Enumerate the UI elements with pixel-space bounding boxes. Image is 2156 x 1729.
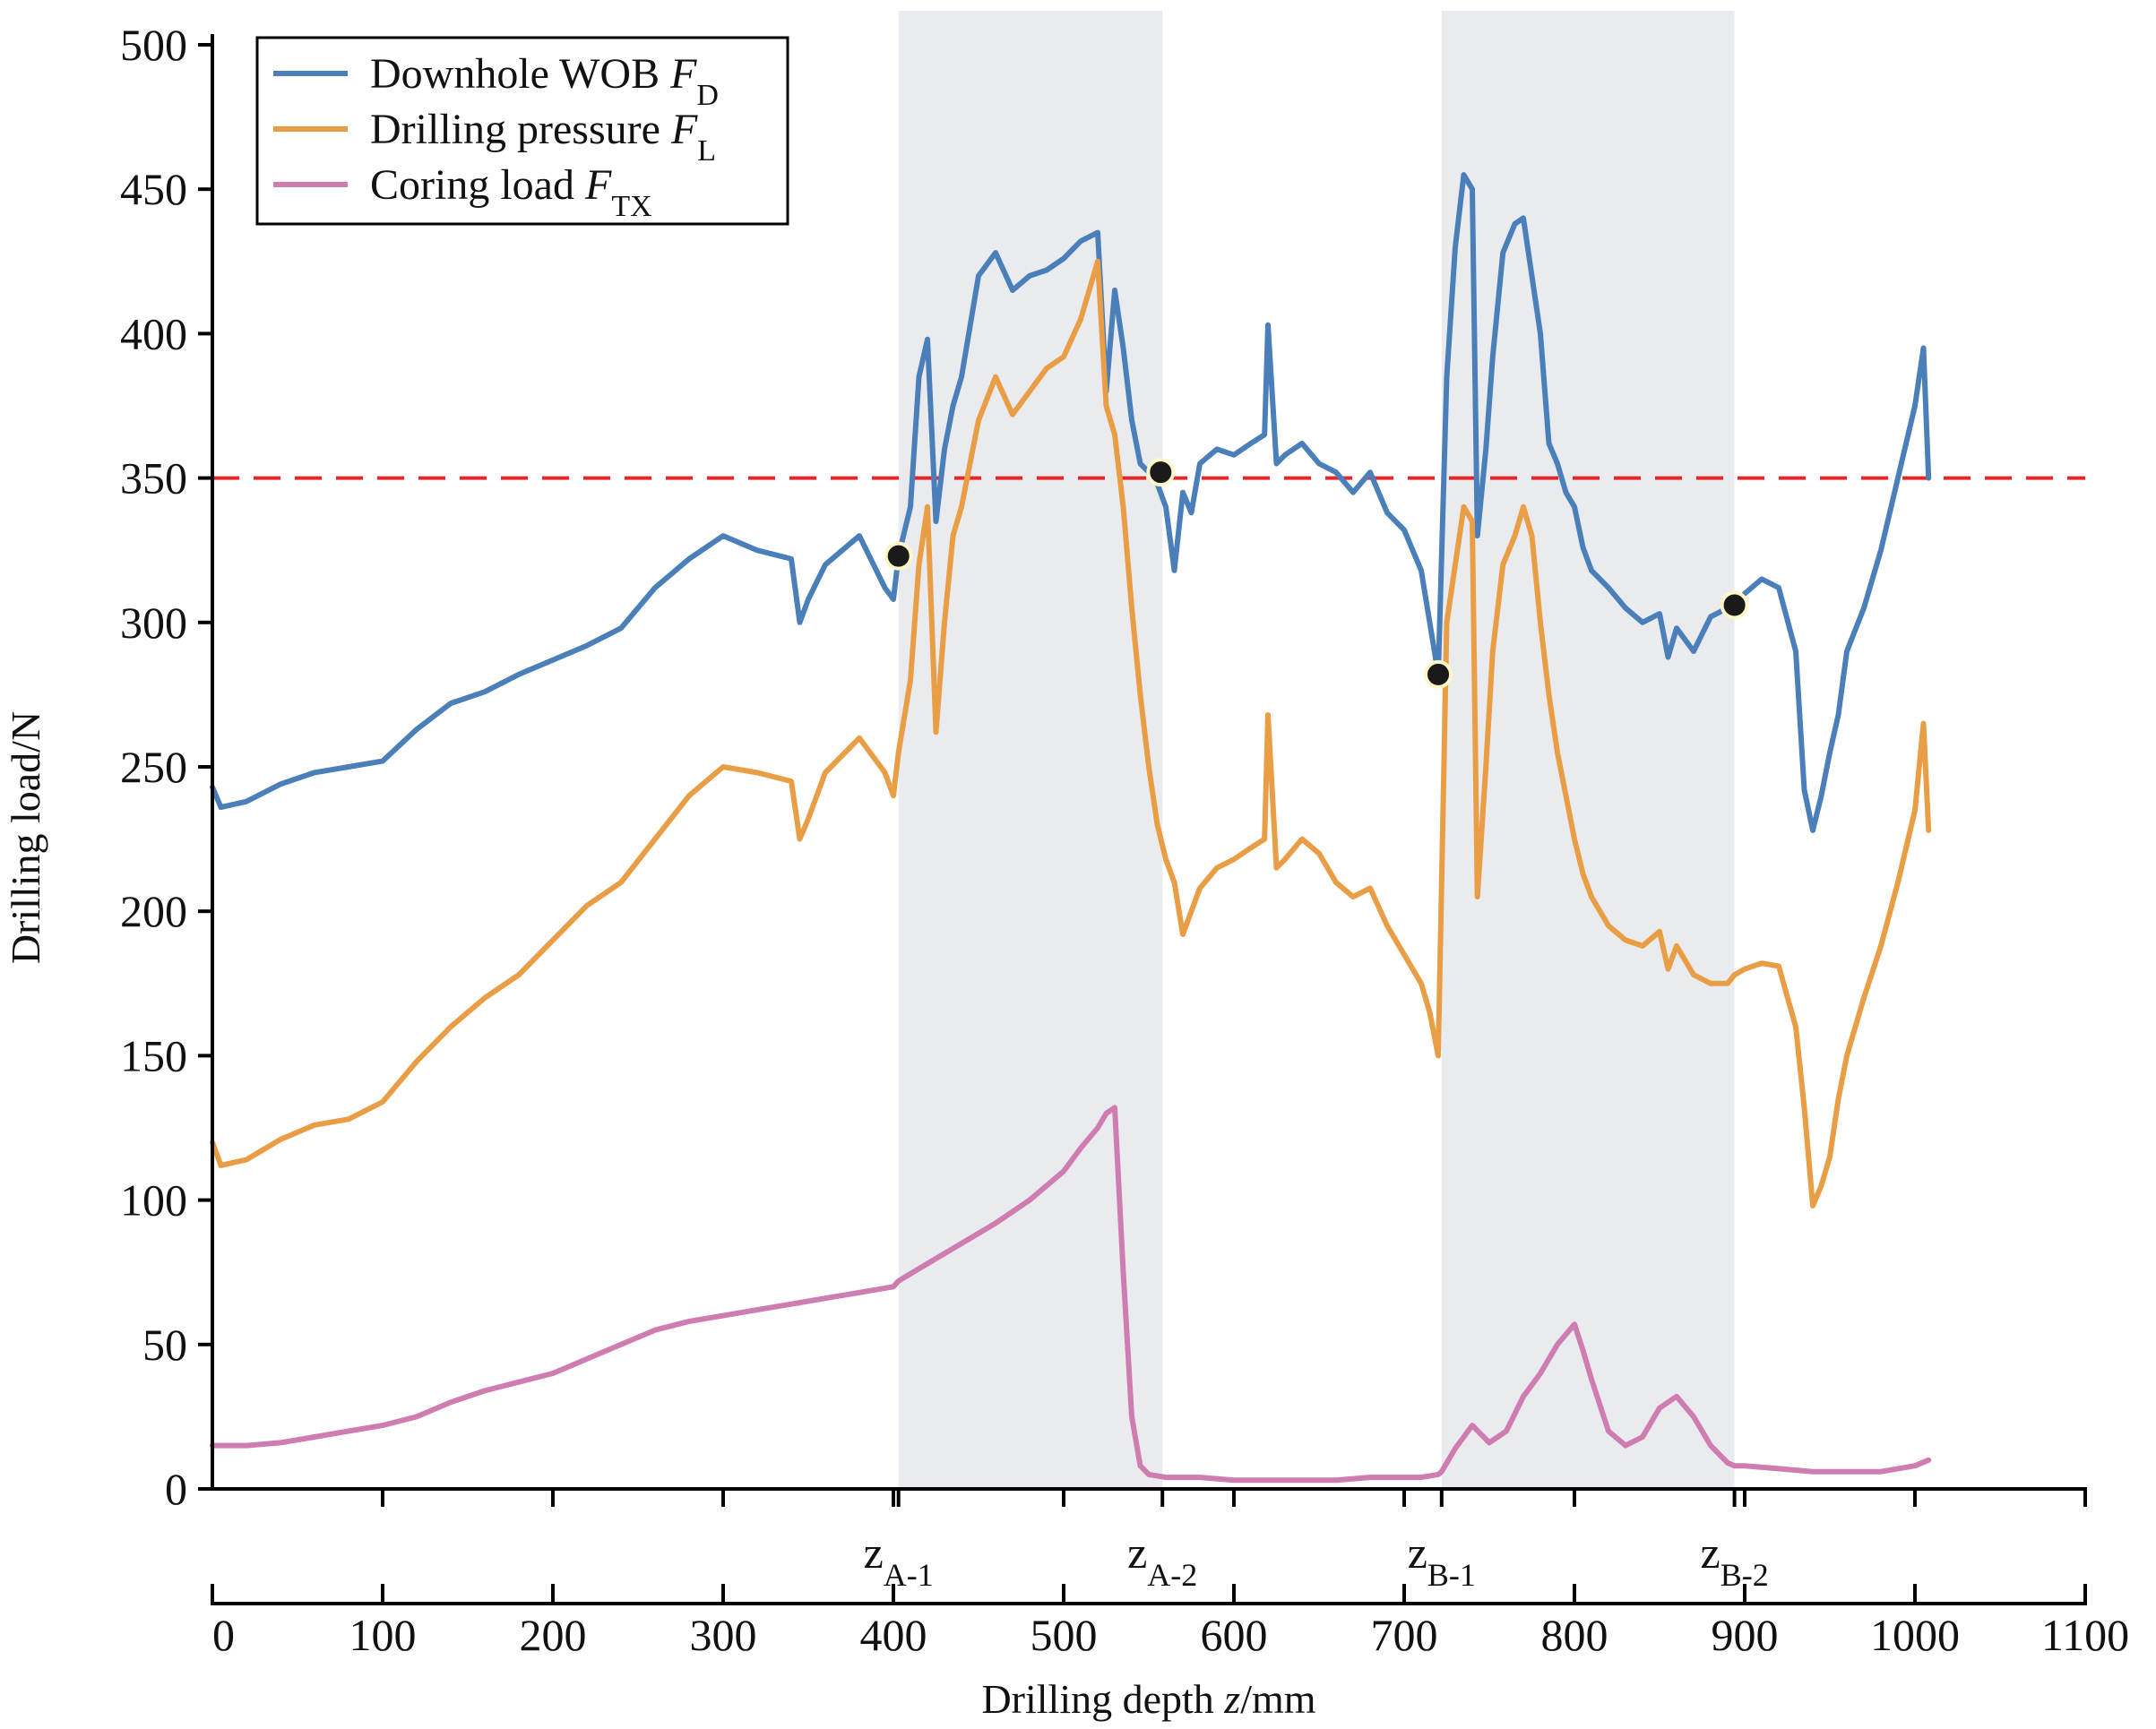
key-point-3 bbox=[1424, 659, 1453, 689]
y-tick-label-250: 250 bbox=[120, 742, 187, 792]
x-tick-label-0: 0 bbox=[212, 1610, 235, 1660]
y-tick-label-400: 400 bbox=[120, 308, 187, 358]
y-axis-title: Drilling load/N bbox=[3, 711, 48, 964]
y-tick-label-50: 50 bbox=[142, 1320, 187, 1370]
zone-label-3: zB-1 bbox=[1408, 1527, 1476, 1593]
y-tick-label-350: 350 bbox=[120, 453, 187, 503]
key-points-group bbox=[884, 458, 1749, 689]
shaded-region-2 bbox=[1441, 11, 1735, 1489]
series-line-1 bbox=[210, 172, 1932, 833]
y-tick-label-200: 200 bbox=[120, 886, 187, 936]
y-tick-label-500: 500 bbox=[120, 20, 187, 70]
zone-label-4: zB-2 bbox=[1700, 1527, 1768, 1593]
key-point-1 bbox=[884, 541, 913, 571]
y-tick-label-100: 100 bbox=[120, 1175, 187, 1226]
x-tick-label-1000: 1000 bbox=[1870, 1610, 1960, 1660]
zone-label-2: zA-2 bbox=[1127, 1527, 1197, 1593]
x-tick-label-700: 700 bbox=[1371, 1610, 1438, 1660]
x-axis-title-unit: /mm bbox=[1240, 1676, 1316, 1722]
x-tick-label-100: 100 bbox=[349, 1610, 417, 1660]
zone-label-1: zA-1 bbox=[864, 1527, 934, 1593]
x-tick-label-800: 800 bbox=[1541, 1610, 1608, 1660]
series-group bbox=[210, 172, 1932, 1484]
x-tick-label-500: 500 bbox=[1031, 1610, 1098, 1660]
x-tick-label-200: 200 bbox=[520, 1610, 587, 1660]
series-line-2 bbox=[210, 258, 1932, 1209]
x-axis-title-var: z bbox=[1223, 1676, 1240, 1722]
y-tick-label-450: 450 bbox=[120, 164, 187, 214]
x-axis-title-prefix: Drilling depth bbox=[981, 1676, 1224, 1722]
series-line-3 bbox=[210, 1105, 1932, 1484]
x-tick-label-600: 600 bbox=[1201, 1610, 1268, 1660]
axes-group: 0 50 100 150 200 250 300 350 400 450 500 zA-1 zA-2 zB… bbox=[120, 20, 2129, 1660]
x-tick-label-400: 400 bbox=[860, 1610, 927, 1660]
key-point-4 bbox=[1720, 590, 1749, 620]
x-tick-label-1100: 1100 bbox=[2041, 1610, 2129, 1660]
y-tick-label-300: 300 bbox=[120, 598, 187, 648]
legend-label-1: Downhole WOB FD bbox=[370, 50, 719, 112]
legend-label-2: Drilling pressure FL bbox=[370, 106, 716, 168]
shaded-region-1 bbox=[898, 11, 1163, 1489]
x-tick-label-300: 300 bbox=[690, 1610, 757, 1660]
x-tick-label-900: 900 bbox=[1712, 1610, 1779, 1660]
key-point-2 bbox=[1146, 458, 1176, 487]
shaded-regions bbox=[898, 11, 1735, 1489]
legend-label-3: Coring load FTX bbox=[370, 161, 652, 223]
y-tick-label-0: 0 bbox=[165, 1464, 187, 1514]
y-tick-label-150: 150 bbox=[120, 1030, 187, 1080]
x-axis-title: Drilling depth z/mm bbox=[981, 1676, 1315, 1722]
